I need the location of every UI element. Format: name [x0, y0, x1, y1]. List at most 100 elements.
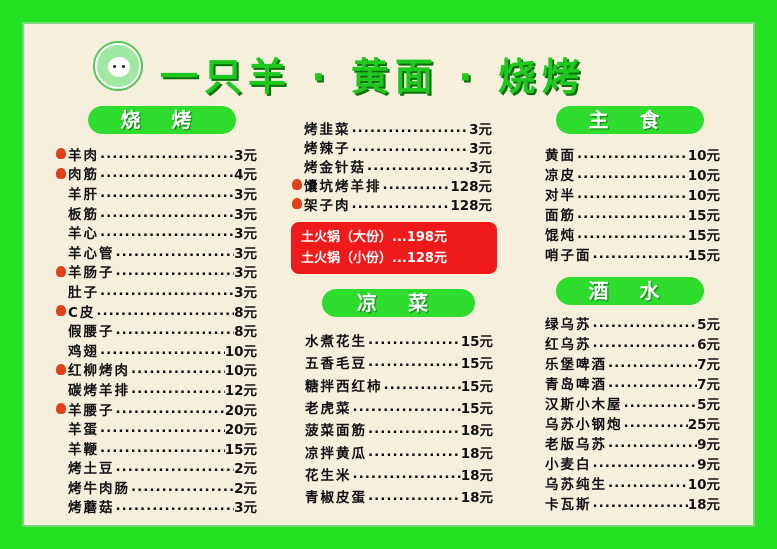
dot-leader	[130, 381, 225, 397]
item-price: 15元	[687, 208, 720, 224]
dot-leader	[592, 335, 698, 351]
item-name: 羊心	[68, 226, 99, 243]
dot-leader	[576, 146, 688, 162]
item-name: 羊肉	[68, 147, 99, 164]
dot-leader	[576, 186, 688, 202]
thumbs-up-icon	[292, 198, 302, 210]
staple-list: 黄面10元凉皮10元对半10元面筋15元馄炖15元哨子面15元	[545, 144, 720, 264]
item-name: 羊蛋	[68, 422, 99, 439]
item-price: 3元	[234, 265, 257, 282]
menu-item: C皮 8元	[56, 301, 257, 321]
menu-item: 水煮花生 15元	[305, 329, 493, 351]
bbq-list: 羊肉3元肉筋4元羊肝3元板筋3元羊心3元羊心管3元羊肠子3元肚子3元C皮8元假腰…	[56, 144, 257, 517]
item-price: 10元	[224, 363, 257, 380]
section-header-cold: 凉 菜	[322, 289, 475, 317]
item-name: 糖拌西红柿	[305, 378, 383, 395]
item-name: 羊腰子	[68, 402, 115, 419]
item-price: 5元	[697, 397, 720, 413]
menu-item: 馄炖 15元	[545, 224, 720, 244]
bbq-list-continued: 烤韭菜3元烤辣子3元烤金针菇3元馕坑烤羊排128元架子肉128元	[292, 119, 492, 214]
menu-item: 汉斯小木屋 5元	[545, 393, 720, 413]
menu-item: 凉拌黄瓜 18元	[305, 440, 493, 462]
item-name: 五香毛豆	[305, 356, 367, 373]
item-price: 3元	[469, 122, 492, 139]
dot-leader	[366, 158, 469, 174]
item-name: 绿乌苏	[545, 317, 592, 333]
item-price: 2元	[234, 480, 257, 497]
dot-leader	[383, 377, 461, 393]
menu-item: 羊腰子 20元	[56, 399, 257, 419]
thumbs-up-icon	[56, 363, 66, 375]
item-price: 128元	[450, 197, 492, 214]
dot-leader	[99, 165, 234, 181]
item-name: 乌苏纯生	[545, 477, 607, 493]
item-name: 假腰子	[68, 324, 115, 341]
item-price: 18元	[460, 490, 493, 507]
item-price: 15元	[460, 356, 493, 373]
item-name: C皮	[68, 304, 96, 321]
item-price: 4元	[234, 167, 257, 184]
item-price: 3元	[234, 206, 257, 223]
item-name: 凉拌黄瓜	[305, 445, 367, 462]
menu-item: 羊肝 3元	[68, 183, 257, 203]
section-header-staple: 主 食	[556, 106, 704, 134]
item-name: 对半	[545, 188, 576, 204]
menu-item: 绿乌苏 5元	[545, 313, 720, 333]
dot-leader	[607, 475, 688, 491]
thumbs-up-icon	[56, 148, 66, 160]
item-name: 小麦白	[545, 457, 592, 473]
item-name: 馄炖	[545, 228, 576, 244]
dot-leader	[367, 354, 461, 370]
menu-item: 烤韭菜 3元	[304, 119, 492, 138]
item-name: 肚子	[68, 284, 99, 301]
menu-item: 乌苏小钢炮 25元	[545, 413, 720, 433]
item-price: 18元	[460, 423, 493, 440]
dot-leader	[99, 420, 225, 436]
dot-leader	[382, 177, 451, 193]
item-price: 18元	[460, 467, 493, 484]
item-price: 15元	[460, 334, 493, 351]
item-price: 6元	[697, 337, 720, 353]
item-name: 烤韭菜	[304, 122, 351, 139]
item-price: 25元	[687, 417, 720, 433]
menu-item: 哨子面 15元	[545, 244, 720, 264]
menu-item: 五香毛豆 15元	[305, 351, 493, 373]
menu-item: 花生米 18元	[305, 463, 493, 485]
item-name: 馕坑烤羊排	[304, 178, 382, 195]
dot-leader	[99, 224, 234, 240]
item-price: 3元	[234, 500, 257, 517]
item-price: 5元	[697, 317, 720, 333]
drinks-list: 绿乌苏5元红乌苏6元乐堡啤酒7元青岛啤酒7元汉斯小木屋5元乌苏小钢炮25元老版乌…	[545, 313, 720, 513]
dot-leader	[115, 459, 235, 475]
dot-leader	[351, 139, 470, 155]
item-price: 3元	[234, 186, 257, 203]
item-price: 9元	[697, 457, 720, 473]
menu-item: 烤金针菇 3元	[304, 157, 492, 176]
menu-item: 羊心 3元	[68, 222, 257, 242]
item-name: 卡瓦斯	[545, 497, 592, 513]
item-price: 10元	[687, 148, 720, 164]
dot-leader	[351, 120, 470, 136]
item-name: 烤金针菇	[304, 160, 366, 176]
item-price: 15元	[687, 228, 720, 244]
item-price: 7元	[697, 377, 720, 393]
item-price: 10元	[687, 168, 720, 184]
item-name: 花生米	[305, 467, 352, 484]
dot-leader	[115, 322, 235, 338]
item-price: 12元	[224, 382, 257, 399]
item-name: 烤牛肉肠	[68, 480, 130, 497]
item-name: 红乌苏	[545, 337, 592, 353]
menu-item: 红乌苏 6元	[545, 333, 720, 353]
menu-item: 烤土豆 2元	[68, 458, 257, 477]
item-name: 水煮花生	[305, 334, 367, 351]
item-name: 青椒皮蛋	[305, 490, 367, 507]
menu-item: 乐堡啤酒 7元	[545, 353, 720, 373]
menu-item: 老版乌苏 9元	[545, 433, 720, 453]
item-name: 烤辣子	[304, 141, 351, 158]
thumbs-up-icon	[56, 305, 66, 317]
menu-item: 羊鞭 15元	[68, 438, 257, 458]
item-name: 架子肉	[304, 197, 351, 214]
menu-item: 面筋 15元	[545, 204, 720, 224]
dot-leader	[115, 498, 235, 514]
item-price: 15元	[460, 378, 493, 395]
